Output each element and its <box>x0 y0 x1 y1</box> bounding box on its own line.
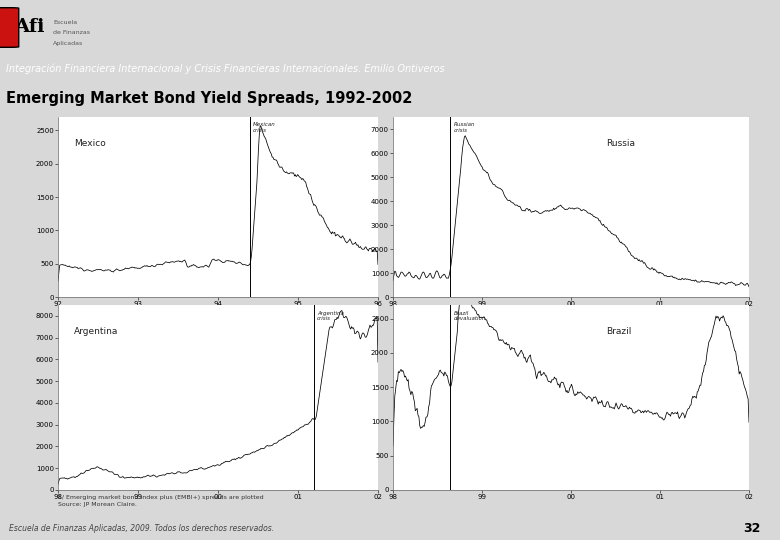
Text: Afi: Afi <box>14 18 44 37</box>
Text: Russia: Russia <box>607 139 636 147</box>
Text: 32: 32 <box>743 522 760 535</box>
Text: Escuela: Escuela <box>53 19 77 24</box>
Text: Mexico: Mexico <box>74 139 106 147</box>
Text: Brazil
devaluation: Brazil devaluation <box>453 310 486 321</box>
Text: Argentina
crisis: Argentina crisis <box>317 310 344 321</box>
Text: Mexican
crisis: Mexican crisis <box>254 123 276 133</box>
Text: Emerging Market Bond Yield Spreads, 1992-2002: Emerging Market Bond Yield Spreads, 1992… <box>6 91 413 105</box>
Text: Brazil: Brazil <box>607 327 632 336</box>
Text: 1/ Emerging market bond index plus (EMBI+) spreads are plotted
Source: JP Morean: 1/ Emerging market bond index plus (EMBI… <box>58 495 264 507</box>
Text: de Finanzas: de Finanzas <box>53 30 90 36</box>
FancyBboxPatch shape <box>0 8 19 48</box>
Text: Escuela de Finanzas Aplicadas, 2009. Todos los derechos reservados.: Escuela de Finanzas Aplicadas, 2009. Tod… <box>9 524 275 534</box>
Text: Russian
crisis: Russian crisis <box>453 123 475 133</box>
Text: Argentina: Argentina <box>74 327 119 336</box>
Text: Integración Financiera Internacional y Crisis Financieras Internacionales. Emili: Integración Financiera Internacional y C… <box>6 64 445 74</box>
Text: Aplicadas: Aplicadas <box>53 42 83 46</box>
